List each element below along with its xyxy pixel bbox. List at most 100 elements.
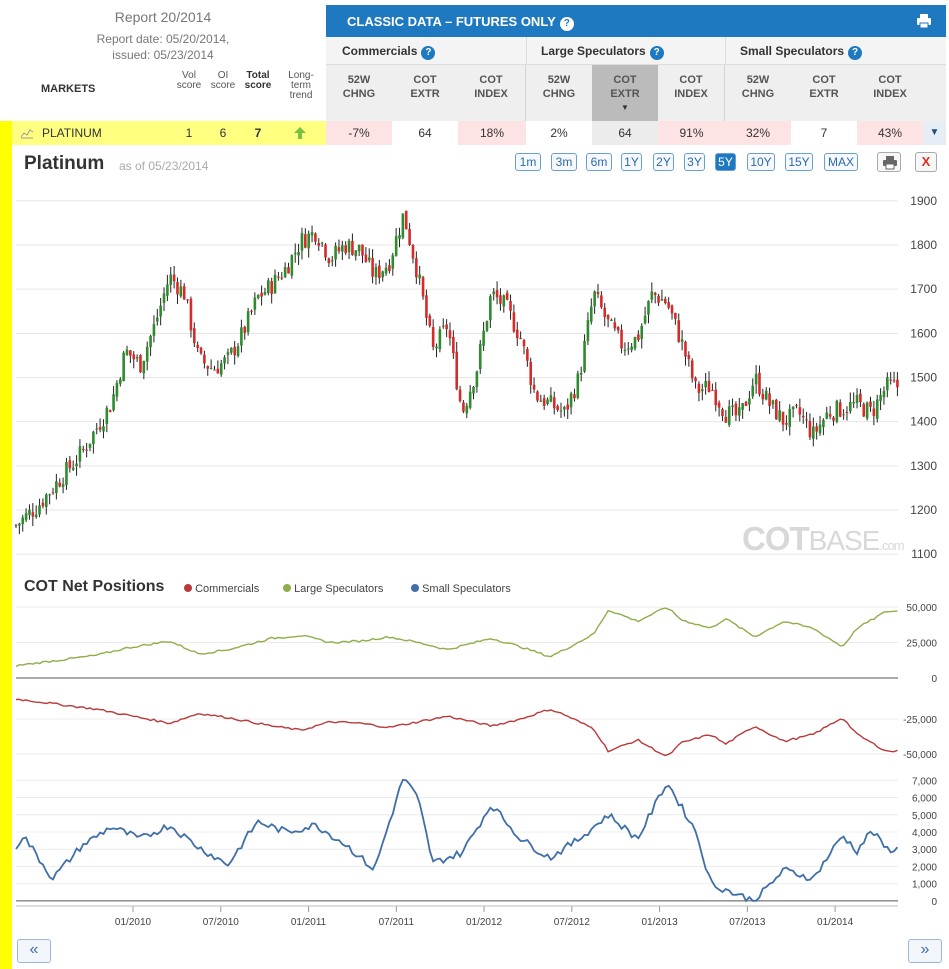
candle-body bbox=[472, 386, 475, 394]
sub-col-header[interactable]: 52W CHNG bbox=[326, 73, 392, 101]
market-row-platinum[interactable]: PLATINUM 1 6 7 -7% 64 18% 2% 64 91% 32% … bbox=[0, 121, 946, 145]
sub-col-header[interactable]: COT INDEX bbox=[658, 73, 724, 101]
range-2y-button[interactable]: 2Y bbox=[653, 153, 674, 171]
candle-body bbox=[246, 311, 250, 333]
collapse-arrow-icon[interactable]: ▼ bbox=[923, 121, 946, 145]
candle-body bbox=[596, 291, 600, 295]
candle-body bbox=[529, 361, 533, 385]
candle-body bbox=[630, 346, 633, 350]
candle-body bbox=[505, 292, 509, 300]
trend-header-line3: trend bbox=[289, 90, 313, 101]
candle-body bbox=[707, 380, 711, 393]
oi-score: 6 bbox=[219, 126, 227, 140]
range-10y-button[interactable]: 10Y bbox=[747, 153, 775, 171]
candle-body bbox=[357, 244, 361, 252]
candle-body bbox=[415, 258, 418, 278]
price-grid bbox=[16, 200, 898, 555]
sort-arrow-icon: ▼ bbox=[621, 103, 629, 112]
candle-body bbox=[475, 371, 479, 387]
range-15y-button[interactable]: 15Y bbox=[785, 153, 813, 171]
mini-chart-icon[interactable] bbox=[20, 127, 34, 139]
x-tick-label: 01/2014 bbox=[817, 917, 854, 928]
next-page-button[interactable]: » bbox=[908, 939, 942, 963]
candle-body bbox=[781, 411, 785, 425]
candle-body bbox=[771, 400, 775, 405]
candle-body bbox=[108, 410, 112, 413]
candle-body bbox=[886, 377, 889, 391]
candle-body bbox=[418, 274, 422, 279]
candle-body bbox=[670, 305, 674, 314]
large-spec-cot-index: 91% bbox=[658, 121, 725, 145]
candle-body bbox=[347, 240, 351, 252]
sub-col-header-line1: COT bbox=[413, 74, 437, 86]
price-y-tick-label: 1200 bbox=[910, 503, 937, 517]
print-icon[interactable] bbox=[916, 13, 932, 29]
total-score-header-line2: score bbox=[244, 80, 272, 91]
group-commercials: Commercials? bbox=[342, 44, 436, 60]
candle-body bbox=[125, 349, 129, 355]
range-6m-button[interactable]: 6m bbox=[586, 153, 612, 171]
sub-col-header-line1: 52W bbox=[746, 74, 770, 86]
group-small-speculators-label: Small Speculators bbox=[740, 44, 845, 58]
range-3m-button[interactable]: 3m bbox=[551, 153, 577, 171]
candle-body bbox=[169, 274, 173, 285]
candle-body bbox=[219, 363, 223, 375]
candle-body bbox=[411, 245, 415, 259]
candle-body bbox=[102, 426, 105, 432]
help-icon[interactable]: ? bbox=[848, 46, 863, 60]
candle-body bbox=[485, 321, 489, 331]
help-icon[interactable]: ? bbox=[559, 17, 574, 31]
candle-body bbox=[92, 431, 95, 444]
cot-y-tick-label: 50,000 bbox=[906, 603, 937, 614]
market-name[interactable]: PLATINUM bbox=[42, 126, 102, 140]
prev-page-button[interactable]: « bbox=[17, 939, 51, 963]
candle-body bbox=[711, 389, 714, 391]
candle-body bbox=[610, 319, 613, 321]
sub-col-header-line1: 52W bbox=[547, 74, 571, 86]
sub-col-header[interactable]: 52W CHNG bbox=[526, 73, 592, 101]
candle-body bbox=[737, 407, 741, 416]
small-spec-cot-extr: 7 bbox=[791, 121, 857, 145]
trend-up-arrow-icon bbox=[294, 127, 306, 139]
candle-body bbox=[253, 297, 257, 310]
candle-body bbox=[559, 410, 563, 412]
candle-body bbox=[724, 416, 728, 423]
range-max-button[interactable]: MAX bbox=[824, 153, 858, 171]
candle-body bbox=[734, 403, 738, 416]
sub-col-header[interactable]: COT EXTR bbox=[791, 73, 857, 101]
sub-col-header-line1: COT bbox=[479, 74, 503, 86]
close-chart-button[interactable]: X bbox=[915, 152, 937, 172]
candle-body bbox=[75, 463, 78, 467]
candle-body bbox=[458, 389, 462, 402]
candle-body bbox=[892, 380, 896, 382]
legend-large-speculators[interactable]: Large Speculators bbox=[283, 583, 383, 595]
chart-print-button[interactable] bbox=[877, 152, 901, 172]
sub-col-header[interactable]: COT EXTR bbox=[392, 73, 458, 101]
candle-body bbox=[270, 281, 273, 294]
selection-indicator bbox=[0, 121, 12, 969]
candle-body bbox=[408, 228, 411, 245]
candle-body bbox=[801, 415, 805, 418]
sub-col-header-selected[interactable]: COT EXTR ▼ bbox=[592, 65, 658, 121]
candle-body bbox=[687, 354, 691, 360]
candle-body bbox=[273, 274, 277, 294]
candle-body bbox=[499, 295, 502, 304]
classic-data-header: CLASSIC DATA – FUTURES ONLY? bbox=[326, 5, 946, 37]
sub-col-header[interactable]: COT INDEX bbox=[857, 73, 923, 101]
candle-body bbox=[317, 242, 321, 246]
sub-col-header[interactable]: 52W CHNG bbox=[725, 73, 791, 101]
range-1y-button[interactable]: 1Y bbox=[621, 153, 642, 171]
x-tick-label: 07/2012 bbox=[554, 917, 591, 928]
sub-col-header[interactable]: COT INDEX bbox=[458, 73, 524, 101]
sub-col-header-line1: COT bbox=[679, 74, 703, 86]
cot-y-tick-label: 7,000 bbox=[912, 776, 937, 787]
legend-small-speculators[interactable]: Small Speculators bbox=[411, 583, 511, 595]
range-5y-button[interactable]: 5Y bbox=[715, 153, 736, 171]
legend-commercials[interactable]: Commercials bbox=[184, 583, 259, 595]
oi-score-header-line2: score bbox=[210, 80, 236, 91]
range-1m-button[interactable]: 1m bbox=[515, 153, 541, 171]
candle-body bbox=[633, 336, 637, 349]
range-3y-button[interactable]: 3Y bbox=[684, 153, 705, 171]
help-icon[interactable]: ? bbox=[421, 46, 436, 60]
help-icon[interactable]: ? bbox=[649, 46, 664, 60]
